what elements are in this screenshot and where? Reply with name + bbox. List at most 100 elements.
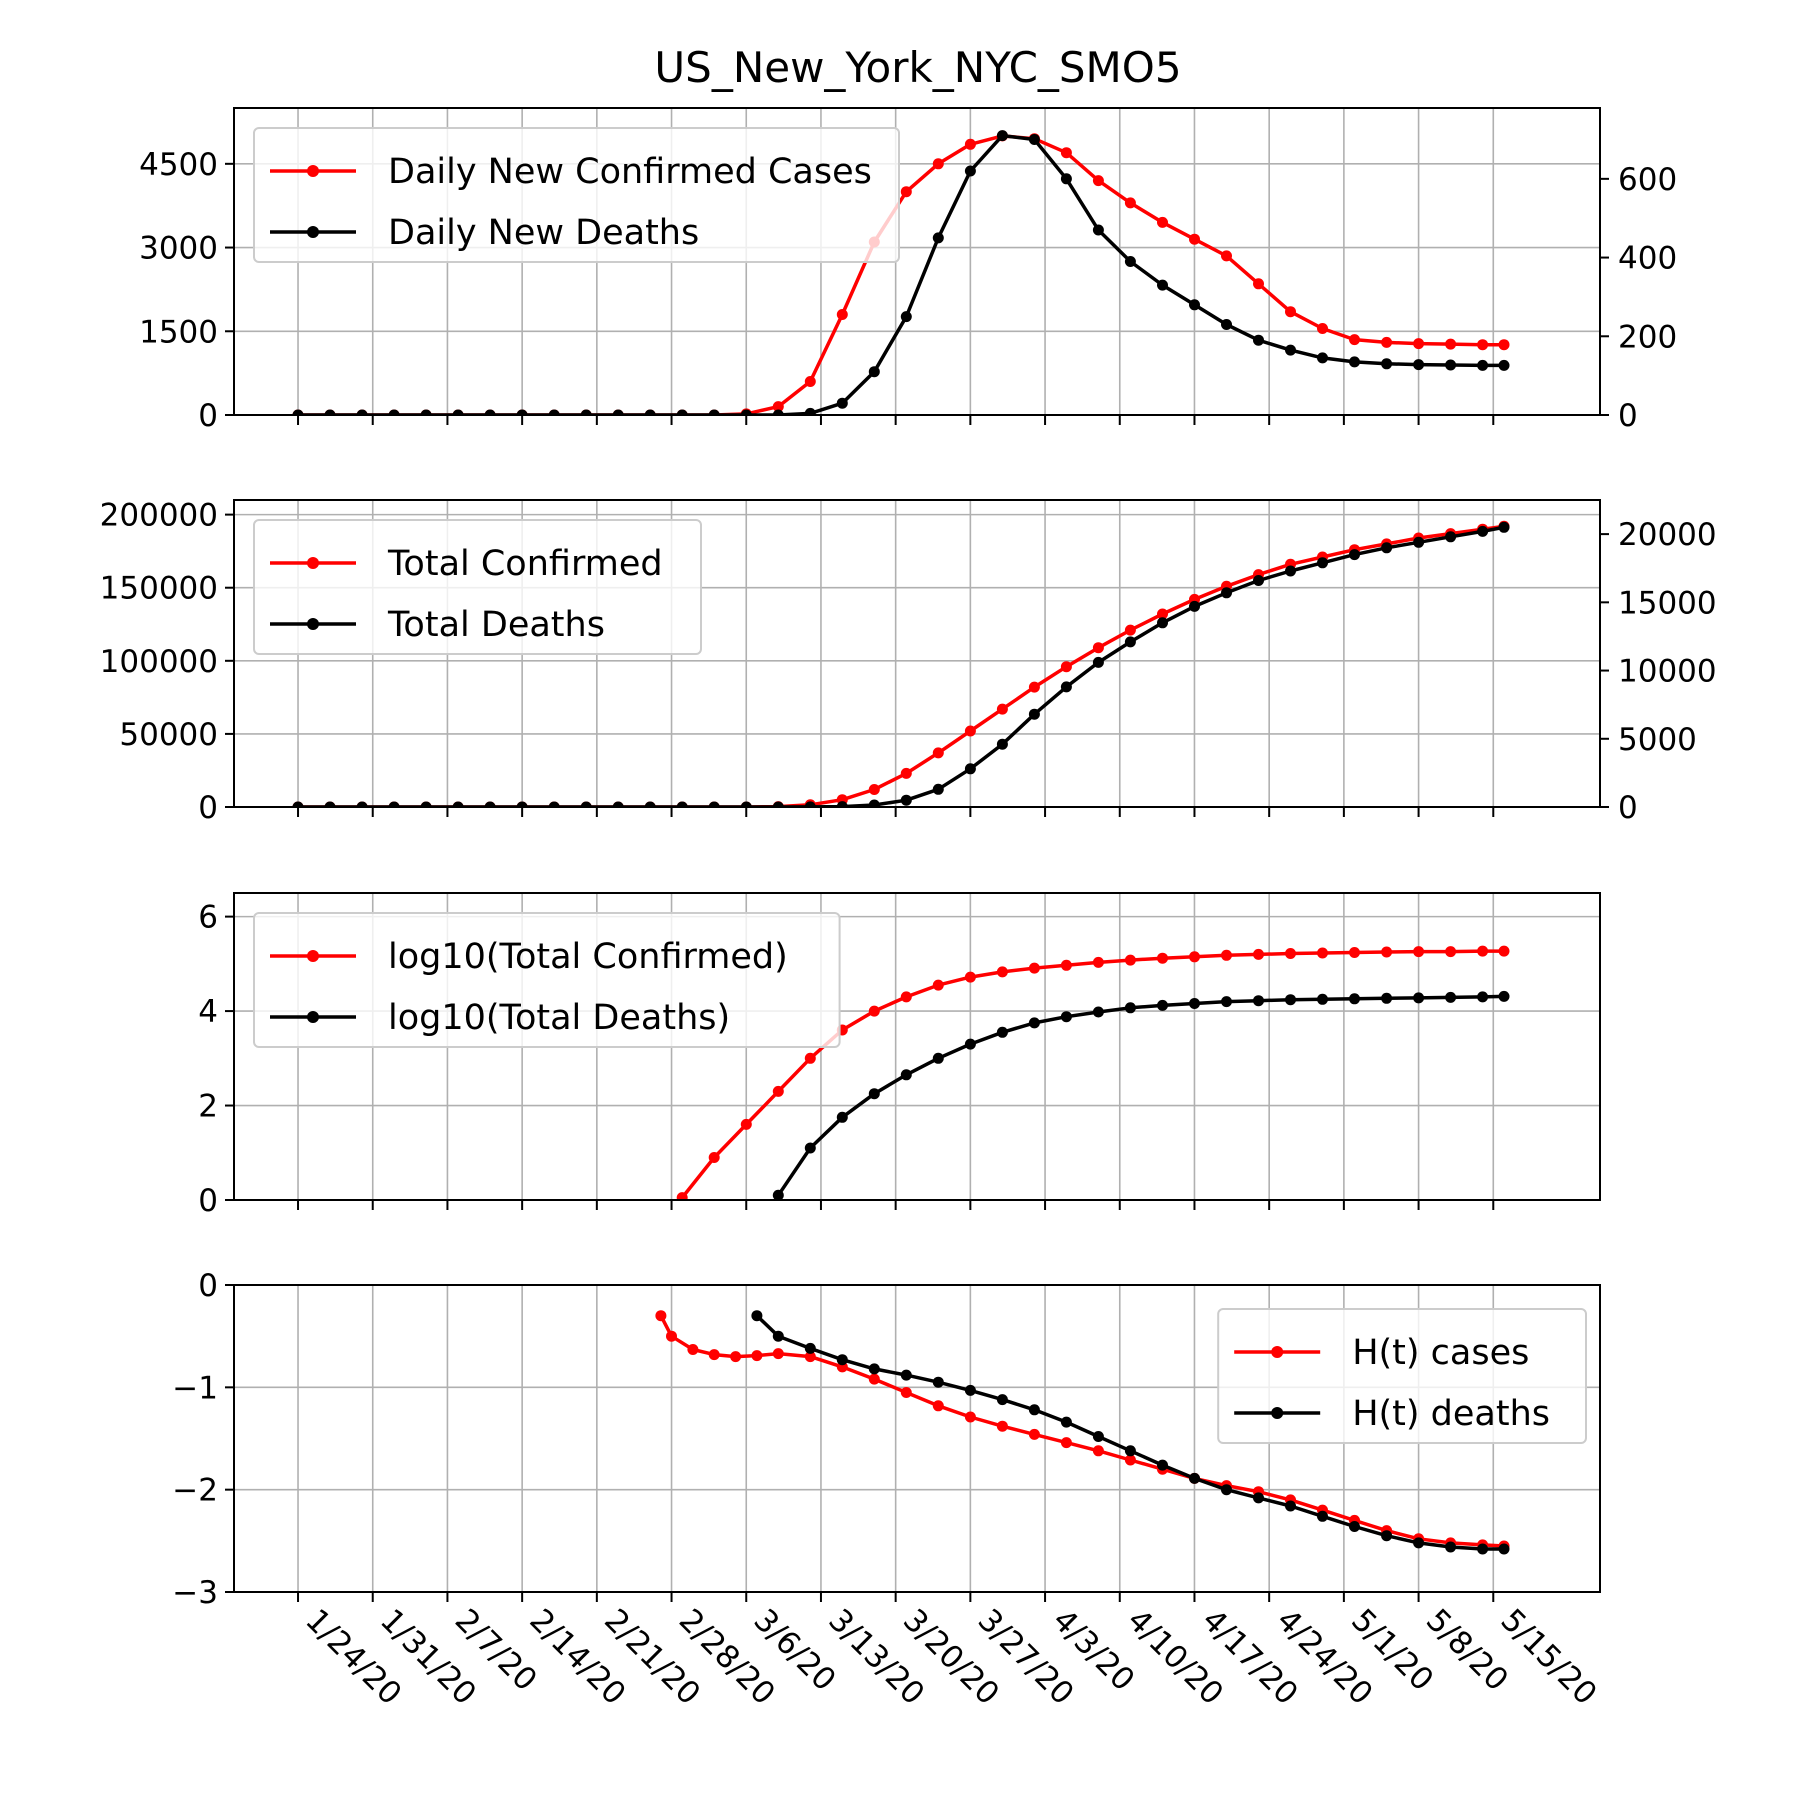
series-1-point	[751, 1350, 763, 1362]
series-2-point	[1157, 1459, 1168, 1471]
series-2-point	[1060, 1011, 1072, 1023]
series-2-point	[1349, 1521, 1360, 1532]
series-2-point	[292, 409, 304, 415]
series-2-point	[356, 801, 368, 807]
series-2-point	[356, 409, 368, 415]
y-tick-label-right: 0	[1618, 790, 1638, 826]
y-tick-label-left: −2	[172, 1473, 218, 1509]
series-1-point	[1413, 338, 1425, 350]
series-1-point	[1498, 945, 1510, 957]
y-tick-label-left: 0	[198, 790, 218, 826]
series-2-point	[612, 801, 624, 807]
series-2-point	[932, 783, 944, 795]
series-2-point	[1060, 1416, 1072, 1428]
series-1-point	[1060, 959, 1072, 971]
series-2-point	[1349, 993, 1360, 1005]
series-2-point	[868, 799, 880, 807]
series-1-point	[1060, 661, 1072, 673]
legend-swatch-marker-2	[307, 226, 319, 238]
series-2-point	[964, 1384, 976, 1396]
series-1-point	[996, 1420, 1008, 1432]
series-group	[676, 945, 1510, 1200]
y-tick-label-left: 0	[198, 1183, 218, 1219]
y-tick-label-left: 1500	[139, 314, 218, 350]
series-2-point	[740, 409, 752, 415]
series-2-point	[1445, 1541, 1457, 1553]
series-2-point	[836, 397, 848, 409]
series-2-point	[772, 801, 784, 807]
legend-label-1: H(t) cases	[1352, 1333, 1529, 1373]
series-2-point	[1498, 521, 1510, 533]
series-2-point	[772, 409, 784, 415]
series-2-point	[1498, 359, 1510, 371]
series-1-point	[1285, 948, 1296, 959]
series-2-point	[324, 801, 336, 807]
series-1-point	[772, 1085, 784, 1097]
series-2-point	[836, 1111, 848, 1123]
series-2-point	[1060, 173, 1072, 185]
series-2-point	[1285, 344, 1296, 356]
series-1-point	[1349, 947, 1360, 958]
series-1-point	[1092, 956, 1104, 968]
series-1-point	[1092, 1445, 1104, 1457]
series-1-point	[1477, 945, 1489, 957]
y-tick-label-right: 200	[1618, 319, 1677, 355]
legend-label-2: Total Deaths	[387, 605, 605, 645]
y-tick-label-left: 4500	[139, 147, 218, 183]
series-1-point	[1349, 334, 1360, 346]
legend: H(t) cases H(t) deaths	[1217, 1308, 1587, 1444]
series-2-point	[996, 130, 1008, 142]
series-2-point	[1317, 993, 1328, 1005]
legend-frame	[253, 519, 702, 655]
y-tick-label-left: 3000	[139, 231, 218, 267]
series-2-point	[1445, 359, 1457, 371]
series-1-point	[772, 401, 784, 413]
series-2-point	[324, 409, 336, 415]
series-2-point	[1189, 600, 1200, 612]
series-1-point	[1253, 948, 1264, 960]
y-tick-label-left: 100000	[100, 644, 218, 680]
series-2-point	[1285, 565, 1296, 577]
series-1-point	[1028, 1428, 1040, 1440]
y-tick-label-left: 2	[198, 1089, 218, 1125]
series-2-point	[1477, 359, 1489, 371]
series-1-point	[1124, 1454, 1136, 1466]
series-1-point	[964, 971, 976, 983]
series-1-point	[1381, 946, 1393, 958]
y-tick-label-right: 5000	[1618, 722, 1697, 758]
series-1-point	[932, 979, 944, 991]
y-tick-label-left: 6	[198, 900, 218, 936]
series-2-point	[1124, 636, 1136, 648]
series-2-point	[484, 801, 496, 807]
series-2-point	[1253, 334, 1264, 346]
series-2-point	[1060, 681, 1072, 693]
series-2-point	[1124, 1445, 1136, 1457]
series-2-point	[1381, 992, 1393, 1004]
series-1-point	[1189, 233, 1200, 245]
series-1-point	[730, 1351, 742, 1363]
series-1-point	[1060, 147, 1072, 159]
series-2-point	[1381, 1530, 1393, 1542]
series-2-point	[676, 409, 688, 415]
series-2-point	[516, 409, 528, 415]
chart-title: US_New_York_NYC_SMO5	[654, 43, 1181, 92]
series-1-point	[1317, 947, 1328, 959]
series-2-point	[740, 801, 752, 807]
series-1-point	[868, 1005, 880, 1017]
series-1-point	[804, 1351, 816, 1363]
series-2-point	[900, 311, 912, 323]
series-2-point	[772, 1189, 784, 1200]
series-2-point	[420, 801, 432, 807]
series-2-point	[900, 794, 912, 806]
legend-label-1: log10(Total Confirmed)	[388, 937, 788, 977]
x-axis-tick-labels: 1/24/201/31/202/7/202/14/202/21/202/28/2…	[298, 1602, 1603, 1712]
series-1-point	[1124, 954, 1136, 966]
series-2-point	[1253, 575, 1264, 586]
y-tick-label-left: 50000	[119, 717, 218, 753]
series-1-point	[687, 1344, 699, 1355]
series-1-point	[1157, 952, 1168, 964]
series-2-point	[1477, 1543, 1489, 1555]
y-tick-label-left: 4	[198, 994, 218, 1030]
legend-swatch-marker-1	[307, 557, 319, 569]
series-1-point	[1124, 197, 1136, 209]
